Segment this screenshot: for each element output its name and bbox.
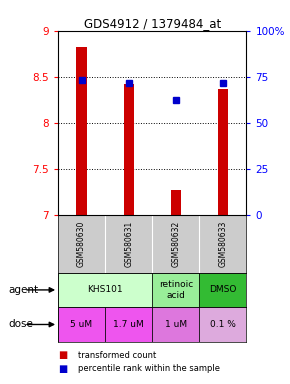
Text: 5 uM: 5 uM (70, 320, 93, 329)
Text: 0.1 %: 0.1 % (210, 320, 236, 329)
Text: GSM580633: GSM580633 (218, 221, 227, 267)
Bar (152, 307, 200, 342)
Text: GSM580632: GSM580632 (171, 221, 180, 267)
Bar (76, 47, 87, 215)
Bar (199, 273, 246, 307)
Text: ■: ■ (58, 350, 67, 360)
Text: 1 uM: 1 uM (165, 320, 187, 329)
Bar (199, 307, 246, 342)
Text: agent: agent (9, 285, 39, 295)
Text: dose: dose (9, 319, 34, 329)
Text: GSM580631: GSM580631 (124, 221, 133, 267)
Text: DMSO: DMSO (209, 285, 237, 295)
Bar (218, 89, 228, 215)
Title: GDS4912 / 1379484_at: GDS4912 / 1379484_at (84, 17, 221, 30)
Bar (58, 307, 105, 342)
Bar (171, 190, 181, 215)
Text: retinoic
acid: retinoic acid (159, 280, 193, 300)
Bar (105, 307, 152, 342)
Text: 1.7 uM: 1.7 uM (113, 320, 144, 329)
Bar (124, 84, 134, 215)
Bar (58, 273, 152, 307)
Bar (152, 273, 200, 307)
Text: KHS101: KHS101 (87, 285, 123, 295)
Text: GSM580630: GSM580630 (77, 221, 86, 267)
Text: percentile rank within the sample: percentile rank within the sample (78, 364, 220, 373)
Text: ■: ■ (58, 364, 67, 374)
Text: transformed count: transformed count (78, 351, 157, 360)
